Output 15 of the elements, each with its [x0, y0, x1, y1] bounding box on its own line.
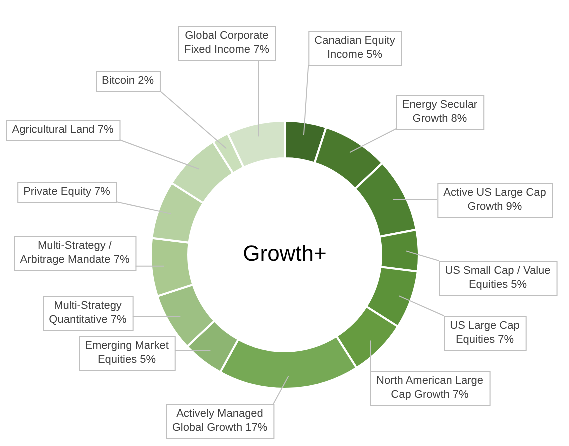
- slice-label: Multi-Strategy Quantitative 7%: [49, 300, 128, 326]
- slice-label: US Small Cap / Value Equities 5%: [445, 265, 551, 292]
- slice-label: Actively Managed Global Growth 17%: [172, 408, 268, 434]
- slice-label: North American Large Cap Growth 7%: [376, 375, 484, 402]
- slice-label: Global Corporate Fixed Income 7%: [184, 30, 270, 56]
- slice-label: Agricultural Land 7%: [12, 124, 114, 136]
- slice-label: Private Equity 7%: [24, 186, 111, 198]
- text: Growth+: [243, 241, 327, 266]
- slice-label: Energy Secular Growth 8%: [402, 99, 478, 126]
- slice-label: Emerging Market Equities 5%: [85, 340, 169, 366]
- slice-label: Active US Large Cap Growth 9%: [444, 187, 546, 214]
- slice-label: US Large Cap Equities 7%: [450, 320, 520, 346]
- slice-label: Canadian Equity Income 5%: [314, 35, 396, 62]
- slice-label: Multi-Strategy / Arbitrage Mandate 7%: [20, 240, 130, 266]
- slice-label: Bitcoin 2%: [102, 75, 154, 88]
